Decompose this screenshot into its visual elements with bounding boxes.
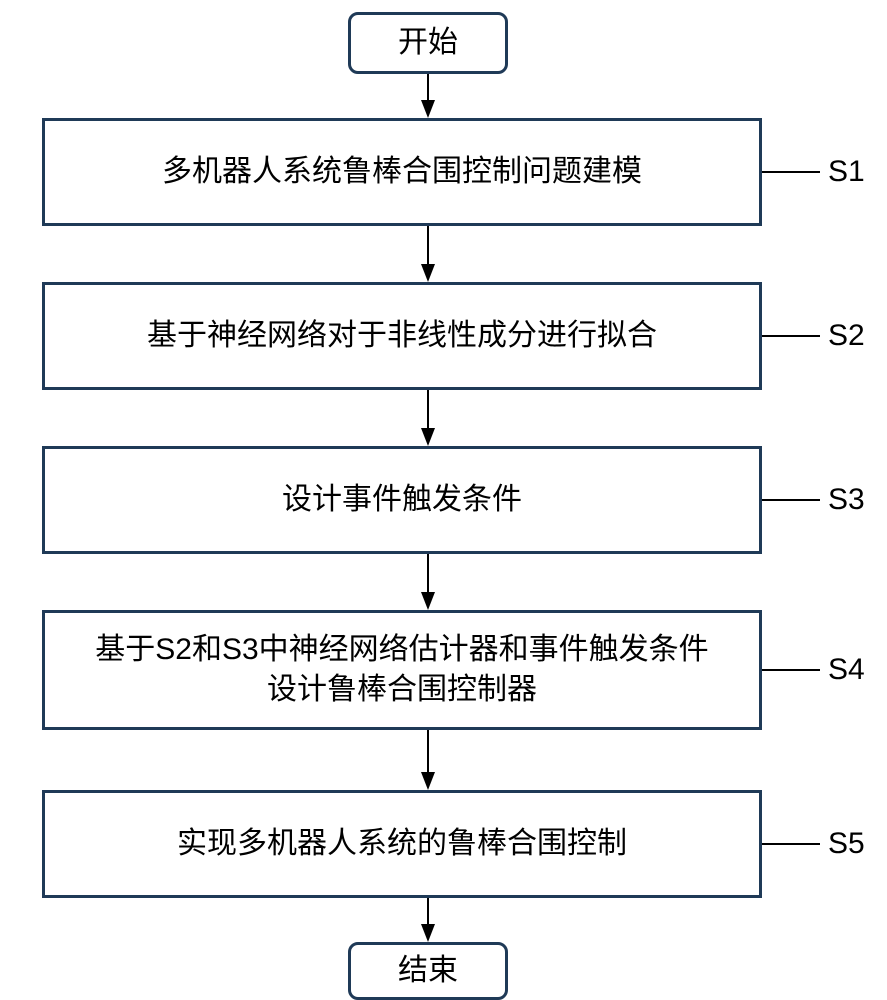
- arrow-s1-s2: [408, 226, 448, 282]
- node-s2-text: 基于神经网络对于非线性成分进行拟合: [147, 316, 657, 357]
- arrow-start-s1: [408, 74, 448, 118]
- label-s4: S4: [828, 653, 865, 687]
- connector-s5: [762, 843, 820, 845]
- node-s1: 多机器人系统鲁棒合围控制问题建模: [42, 118, 762, 226]
- label-s2: S2: [828, 319, 865, 353]
- node-s1-text: 多机器人系统鲁棒合围控制问题建模: [162, 152, 642, 193]
- arrow-s3-s4: [408, 554, 448, 610]
- node-start-text: 开始: [398, 23, 458, 64]
- connector-s3: [762, 499, 820, 501]
- label-s3: S3: [828, 483, 865, 517]
- node-end: 结束: [348, 942, 508, 1000]
- node-s4: 基于S2和S3中神经网络估计器和事件触发条件 设计鲁棒合围控制器: [42, 610, 762, 730]
- node-s5-text: 实现多机器人系统的鲁棒合围控制: [177, 824, 627, 865]
- node-s5: 实现多机器人系统的鲁棒合围控制: [42, 790, 762, 898]
- arrow-s2-s3: [408, 390, 448, 446]
- connector-s1: [762, 171, 820, 173]
- node-start: 开始: [348, 12, 508, 74]
- flowchart-canvas: 开始 多机器人系统鲁棒合围控制问题建模 基于神经网络对于非线性成分进行拟合 设计…: [0, 0, 887, 1000]
- label-s5: S5: [828, 827, 865, 861]
- node-end-text: 结束: [398, 951, 458, 992]
- arrow-s5-end: [408, 898, 448, 942]
- connector-s4: [762, 669, 820, 671]
- connector-s2: [762, 335, 820, 337]
- arrow-s4-s5: [408, 730, 448, 790]
- node-s2: 基于神经网络对于非线性成分进行拟合: [42, 282, 762, 390]
- node-s3: 设计事件触发条件: [42, 446, 762, 554]
- node-s4-text: 基于S2和S3中神经网络估计器和事件触发条件 设计鲁棒合围控制器: [95, 630, 708, 711]
- label-s1: S1: [828, 155, 865, 189]
- node-s3-text: 设计事件触发条件: [282, 480, 522, 521]
